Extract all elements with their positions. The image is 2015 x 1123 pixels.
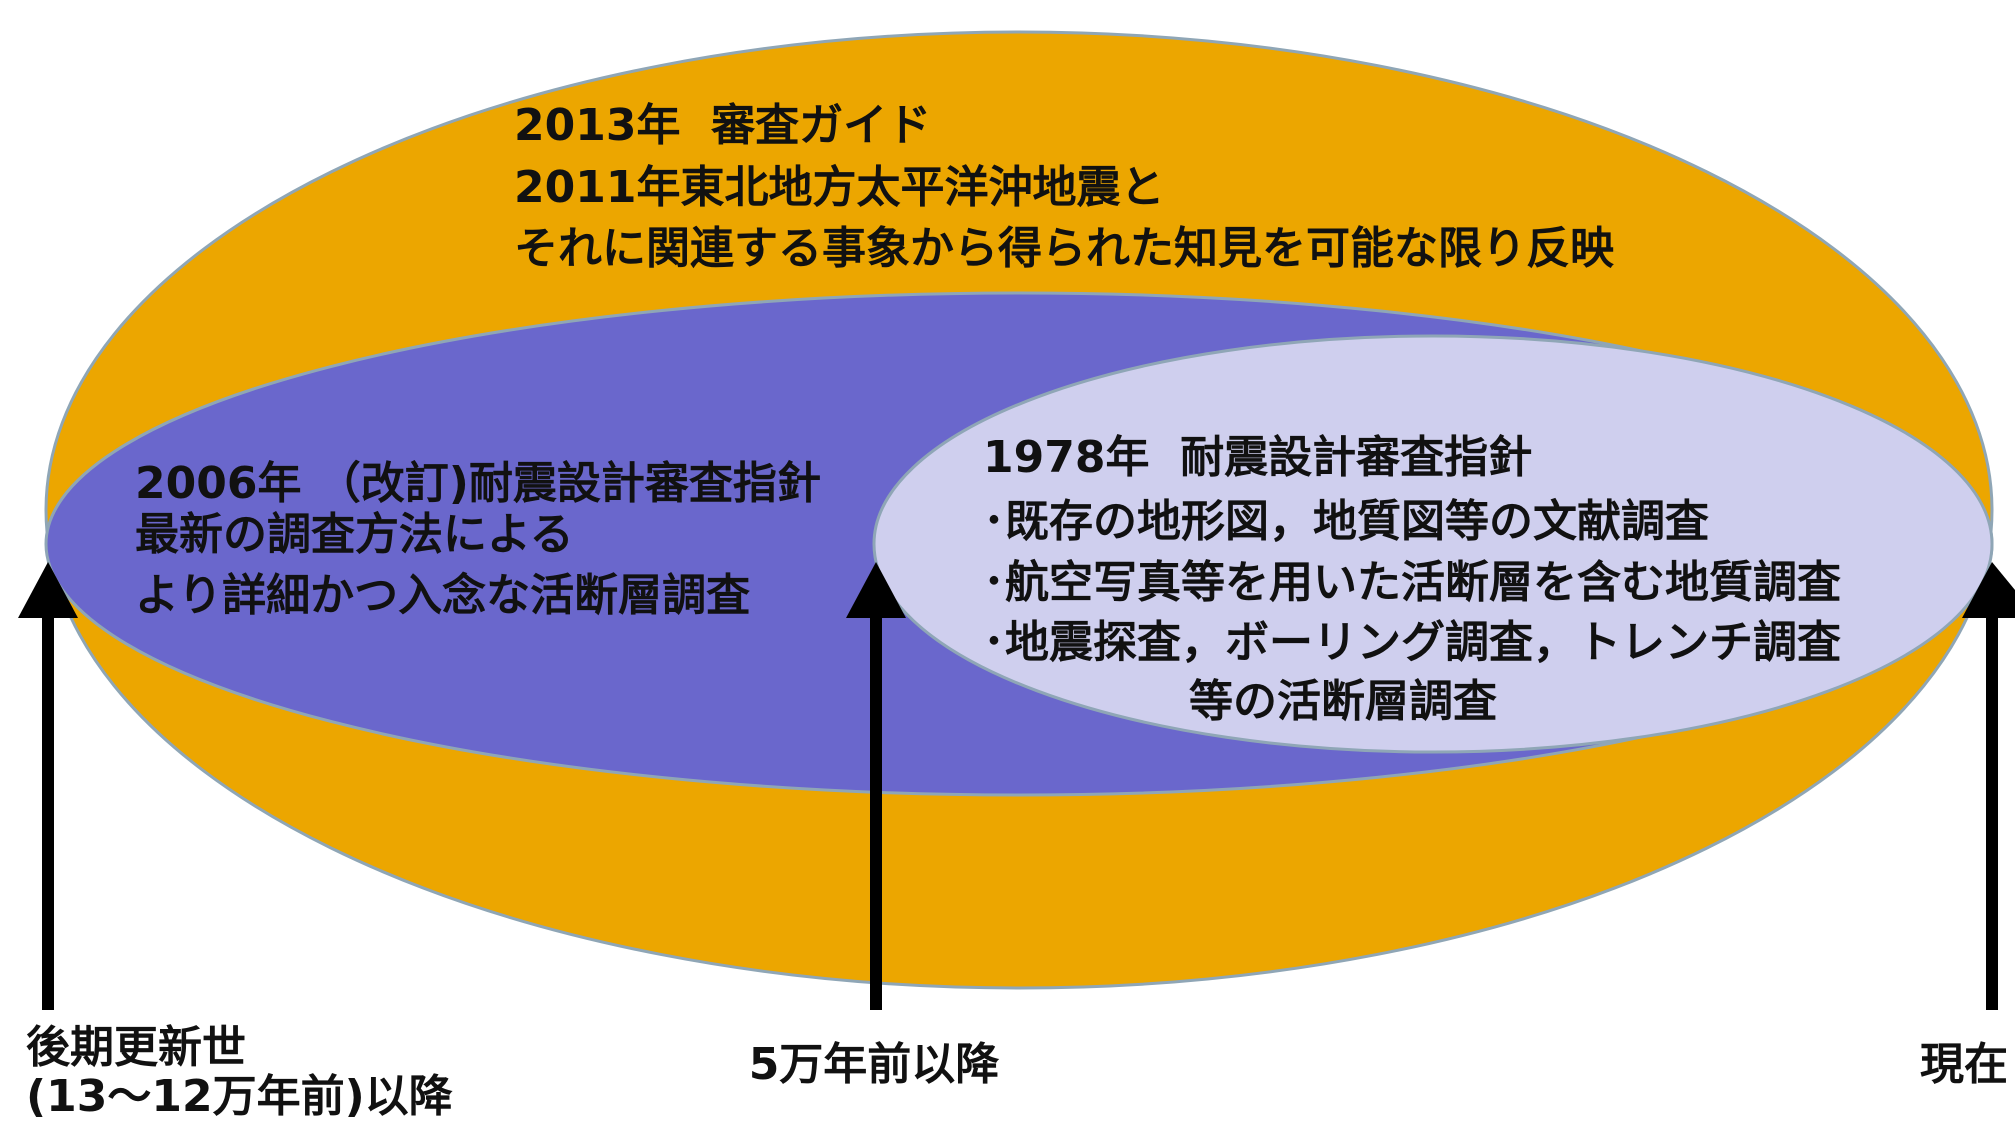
outer-line: 2011年東北地方太平洋沖地震と bbox=[514, 162, 1164, 213]
outer-line: それに関連する事象から得られた知見を可能な限り反映 bbox=[514, 223, 1614, 274]
inner-ellipse bbox=[872, 334, 1994, 754]
arrow-head bbox=[1962, 562, 2015, 618]
inner-line: ･航空写真等を用いた活断層を含む地質調査 bbox=[983, 557, 1841, 608]
outer-title: 2013年 審査ガイド bbox=[514, 100, 931, 151]
arrow-shaft bbox=[42, 610, 54, 1010]
arrow-shaft bbox=[1986, 610, 1998, 1010]
arrow-head bbox=[846, 562, 906, 618]
inner-line: ･地震探査，ボーリング調査，トレンチ調査 bbox=[983, 617, 1841, 668]
timeline-label: 5万年前以降 bbox=[749, 1039, 1000, 1090]
arrow-head bbox=[18, 562, 78, 618]
inner-title: 1978年 耐震設計審査指針 bbox=[983, 432, 1532, 483]
middle-title: 2006年 （改訂)耐震設計審査指針 bbox=[135, 458, 821, 509]
inner-line: ･既存の地形図，地質図等の文献調査 bbox=[983, 496, 1709, 547]
arrows bbox=[18, 562, 2015, 1010]
inner-line: 等の活断層調査 bbox=[1189, 676, 1497, 727]
middle-line: 最新の調査方法による bbox=[135, 509, 574, 560]
timeline-label: (13～12万年前)以降 bbox=[26, 1071, 453, 1122]
timeline-label: 後期更新世 bbox=[26, 1022, 246, 1073]
timeline-label: 現在 bbox=[1920, 1039, 2008, 1090]
arrow-shaft bbox=[870, 610, 882, 1010]
middle-line: より詳細かつ入念な活断層調査 bbox=[135, 570, 750, 621]
